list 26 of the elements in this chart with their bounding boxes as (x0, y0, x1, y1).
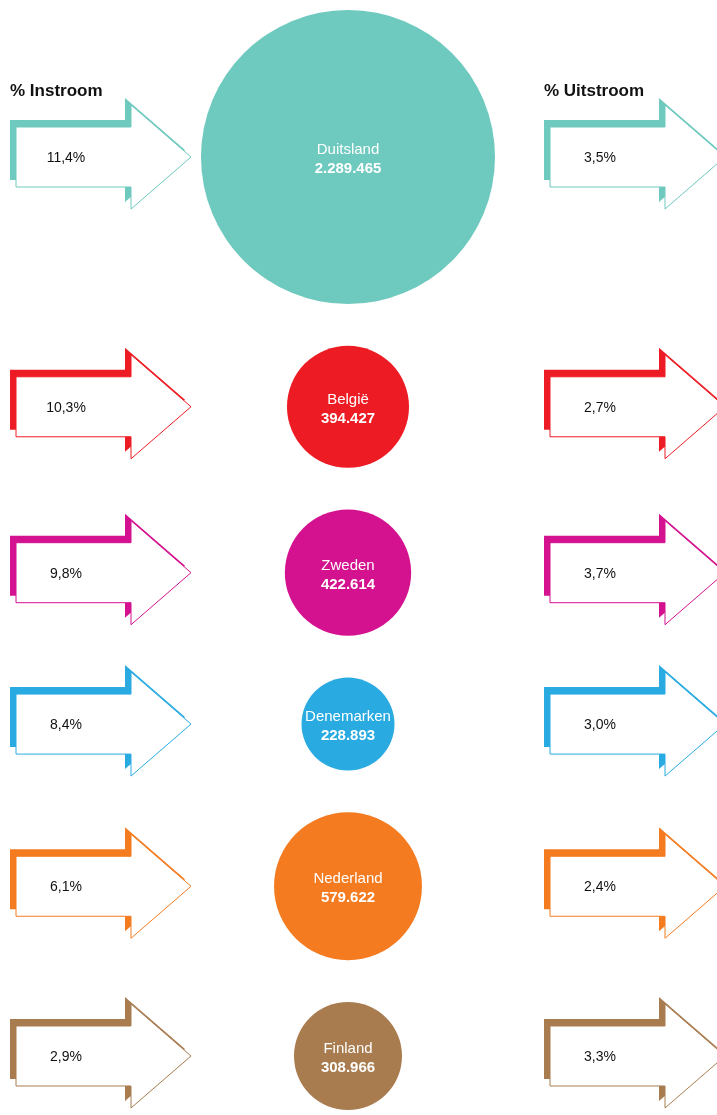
data-label: 228.893 (320, 726, 376, 744)
category-label: Zweden (321, 555, 375, 573)
data-label: 579.622 (320, 888, 376, 906)
data-label: 6,1% (50, 878, 82, 895)
category-label: Finland (323, 1039, 373, 1056)
category-label: Duitsland (316, 140, 380, 157)
data-label: 8,4% (50, 716, 82, 733)
series-label: % Instroom (10, 81, 103, 100)
data-label: 2,4% (584, 878, 616, 895)
data-label: 3,5% (584, 149, 616, 165)
data-label: 308.966 (320, 1058, 376, 1075)
data-label: 3,3% (584, 1048, 616, 1064)
data-label: 2,9% (50, 1048, 82, 1064)
data-label: 11,4% (46, 149, 86, 165)
category-label: Nederland (313, 869, 383, 887)
data-label: 2.289.465 (314, 159, 382, 176)
data-label: 3,0% (584, 716, 616, 733)
category-label: België (327, 389, 369, 407)
data-label: 10,3% (46, 398, 86, 415)
data-label: 422.614 (320, 574, 376, 592)
data-label: 394.427 (320, 408, 376, 426)
series-label: % Uitstroom (544, 81, 645, 100)
data-label: 9,8% (50, 564, 82, 581)
data-label: 3,7% (584, 564, 616, 581)
data-label: 2,7% (584, 398, 616, 415)
category-label: Denemarken (305, 707, 391, 725)
